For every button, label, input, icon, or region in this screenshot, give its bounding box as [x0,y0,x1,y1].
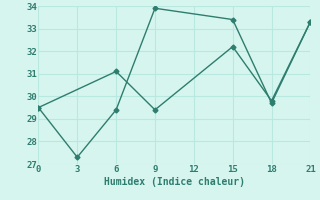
X-axis label: Humidex (Indice chaleur): Humidex (Indice chaleur) [104,177,245,187]
